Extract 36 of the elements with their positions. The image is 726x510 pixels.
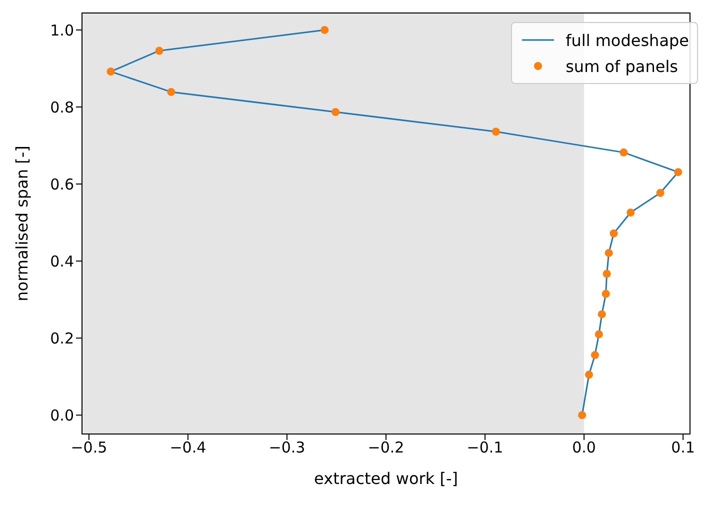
y-axis-title: normalised span [-] bbox=[12, 146, 32, 302]
y-tick-label: 1.0 bbox=[50, 21, 74, 40]
y-tick-label: 0.0 bbox=[50, 406, 74, 424]
y-tick-label: 0.2 bbox=[50, 329, 74, 348]
point bbox=[332, 108, 340, 116]
point bbox=[656, 188, 664, 197]
legend-label: full modeshape bbox=[566, 30, 689, 50]
point bbox=[155, 46, 164, 55]
point bbox=[578, 411, 586, 420]
point bbox=[604, 248, 613, 257]
point bbox=[320, 26, 329, 34]
point bbox=[598, 310, 606, 318]
x-tick-label: −0.4 bbox=[170, 438, 206, 457]
x-tick-label: 0.1 bbox=[671, 438, 695, 457]
point bbox=[584, 370, 593, 379]
point bbox=[602, 270, 611, 278]
point bbox=[626, 208, 635, 217]
y-tick-label: 0.4 bbox=[50, 252, 74, 270]
point bbox=[590, 351, 599, 360]
point bbox=[106, 68, 115, 76]
x-tick-label: 0.0 bbox=[572, 438, 596, 457]
point bbox=[610, 229, 618, 238]
point bbox=[492, 128, 500, 136]
point bbox=[594, 330, 603, 338]
x-tick-label: −0.2 bbox=[368, 438, 404, 457]
point bbox=[674, 168, 682, 176]
legend-label: sum of panels bbox=[566, 56, 678, 76]
x-tick-label: −0.3 bbox=[268, 438, 306, 457]
point bbox=[167, 88, 176, 96]
y-tick-label: 0.8 bbox=[50, 98, 74, 116]
point bbox=[602, 290, 610, 298]
x-tick-label: −0.1 bbox=[466, 438, 504, 457]
x-tick-label: −0.5 bbox=[70, 438, 108, 457]
y-tick-label: 0.6 bbox=[50, 175, 74, 194]
point bbox=[620, 148, 628, 156]
x-axis-title: extracted work [-] bbox=[314, 469, 458, 488]
